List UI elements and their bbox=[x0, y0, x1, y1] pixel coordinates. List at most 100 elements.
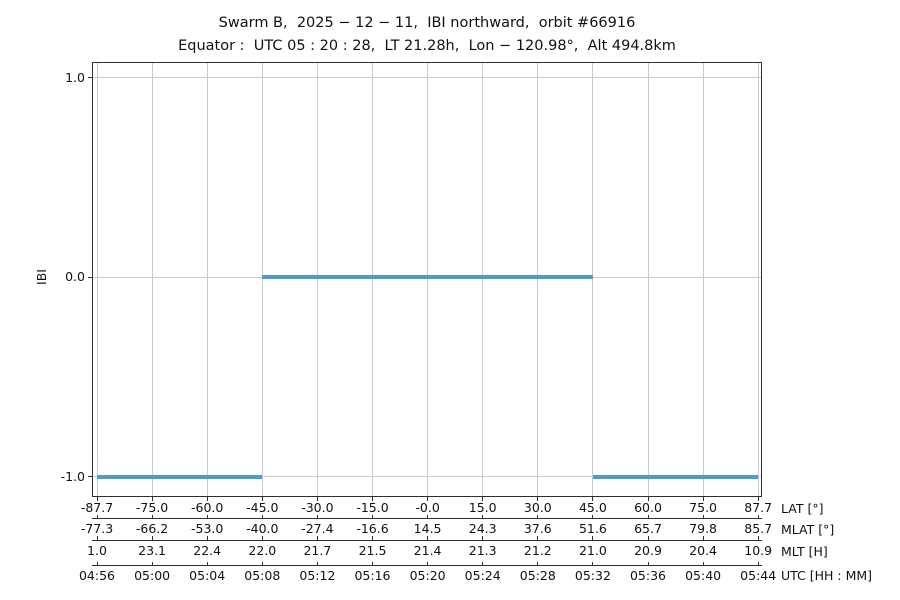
x-tick bbox=[702, 497, 704, 501]
x-tick bbox=[757, 514, 759, 519]
v-gridline bbox=[757, 62, 759, 497]
x-tick bbox=[427, 536, 429, 540]
x-tick bbox=[702, 514, 704, 519]
y-tick bbox=[88, 276, 92, 278]
x-axis-row-line bbox=[92, 518, 762, 519]
y-tick-label: 1.0 bbox=[65, 69, 85, 85]
x-tick-label: 1.0 bbox=[87, 543, 107, 558]
x-tick bbox=[757, 497, 759, 501]
x-axis-row-label-lat: LAT [°] bbox=[781, 501, 824, 516]
v-gridline bbox=[592, 62, 594, 497]
x-axis-row-label-mlt: MLT [H] bbox=[781, 544, 828, 559]
x-tick-label: 51.6 bbox=[578, 521, 607, 536]
x-tick-label: -53.0 bbox=[191, 521, 224, 536]
x-tick bbox=[537, 497, 539, 501]
x-tick bbox=[151, 497, 153, 501]
x-tick-label: -0.0 bbox=[415, 500, 440, 515]
x-tick-label: -66.2 bbox=[135, 521, 169, 536]
v-gridline bbox=[537, 62, 539, 497]
x-tick bbox=[261, 497, 263, 501]
x-tick bbox=[261, 561, 263, 566]
x-tick bbox=[427, 514, 429, 519]
x-tick-label: 14.5 bbox=[413, 521, 442, 536]
x-tick-label: -77.3 bbox=[80, 521, 114, 536]
chart-title: Swarm B, 2025 − 12 − 11, IBI northward, … bbox=[218, 15, 636, 31]
x-tick-label: 21.4 bbox=[413, 543, 442, 558]
x-tick bbox=[482, 497, 484, 501]
x-tick-label: 79.8 bbox=[689, 521, 718, 536]
x-tick bbox=[592, 514, 594, 519]
v-gridline bbox=[702, 62, 704, 497]
x-tick-label: 05:28 bbox=[519, 568, 556, 583]
y-tick-label: 0.0 bbox=[65, 269, 85, 284]
x-tick bbox=[757, 561, 759, 566]
x-tick bbox=[702, 561, 704, 566]
x-tick bbox=[261, 536, 263, 540]
x-tick bbox=[482, 514, 484, 519]
x-tick-label: 21.3 bbox=[468, 543, 497, 558]
x-tick-label: 05:04 bbox=[189, 568, 226, 583]
x-tick bbox=[96, 536, 98, 540]
x-tick bbox=[96, 561, 98, 566]
x-tick-label: 05:20 bbox=[409, 568, 446, 583]
x-tick-label: 30.0 bbox=[523, 500, 552, 515]
x-tick-label: 20.4 bbox=[689, 543, 718, 558]
v-gridline bbox=[427, 62, 429, 497]
x-tick-label: 05:12 bbox=[299, 568, 336, 583]
v-gridline bbox=[206, 62, 208, 497]
x-tick bbox=[96, 497, 98, 501]
x-tick-label: 24.3 bbox=[468, 521, 497, 536]
x-tick-label: 10.9 bbox=[744, 543, 773, 558]
x-tick bbox=[206, 561, 208, 566]
x-tick bbox=[537, 536, 539, 540]
x-tick bbox=[592, 561, 594, 566]
x-tick-label: -40.0 bbox=[246, 521, 279, 536]
y-tick bbox=[88, 476, 92, 477]
x-tick-label: 22.0 bbox=[248, 543, 277, 558]
x-tick-label: -60.0 bbox=[191, 500, 224, 515]
ibi-line-segment bbox=[592, 474, 759, 479]
v-gridline bbox=[482, 62, 484, 497]
x-tick-label: 21.0 bbox=[578, 543, 607, 558]
x-tick-label: 20.9 bbox=[634, 543, 662, 558]
x-tick bbox=[151, 561, 153, 566]
x-tick bbox=[647, 497, 649, 501]
v-gridline bbox=[96, 62, 98, 497]
x-tick-label: 37.6 bbox=[523, 521, 552, 536]
x-tick-label: 21.5 bbox=[358, 543, 387, 558]
x-tick-label: 05:00 bbox=[134, 568, 171, 583]
chart-subtitle: Equator : UTC 05 : 20 : 28, LT 21.28h, L… bbox=[178, 38, 676, 54]
x-tick bbox=[482, 561, 484, 566]
x-tick-label: 05:36 bbox=[629, 568, 667, 583]
x-tick bbox=[316, 497, 318, 501]
x-tick-label: 05:24 bbox=[464, 568, 501, 583]
x-axis-row-label-utc: UTC [HH : MM] bbox=[781, 568, 873, 583]
x-tick-label: -16.6 bbox=[356, 521, 389, 536]
x-tick-label: -27.4 bbox=[301, 521, 334, 536]
x-tick-label: 22.4 bbox=[193, 543, 222, 558]
x-tick bbox=[96, 514, 98, 519]
x-tick-label: 21.7 bbox=[303, 543, 332, 558]
x-tick-label: -87.7 bbox=[80, 500, 114, 515]
ibi-line-segment bbox=[97, 474, 263, 479]
x-tick-label: -75.0 bbox=[135, 500, 169, 515]
y-tick bbox=[88, 77, 92, 78]
x-axis-row-line bbox=[92, 539, 762, 541]
x-tick-label: 05:40 bbox=[685, 568, 722, 583]
x-tick-label: -45.0 bbox=[246, 500, 279, 515]
y-tick-label: -1.0 bbox=[60, 468, 85, 484]
h-gridline bbox=[92, 77, 762, 78]
x-tick-label: 85.7 bbox=[744, 521, 773, 536]
x-tick bbox=[427, 497, 429, 501]
x-tick-label: -15.0 bbox=[356, 500, 389, 515]
x-tick bbox=[427, 561, 429, 566]
x-tick bbox=[316, 561, 318, 566]
x-tick-label: 65.7 bbox=[634, 521, 662, 536]
x-tick-label: 45.0 bbox=[578, 500, 607, 515]
x-tick bbox=[206, 536, 208, 540]
x-tick bbox=[372, 536, 373, 540]
x-tick-label: 04:56 bbox=[78, 568, 116, 583]
x-tick bbox=[647, 514, 649, 519]
x-axis-row-line bbox=[92, 565, 762, 566]
